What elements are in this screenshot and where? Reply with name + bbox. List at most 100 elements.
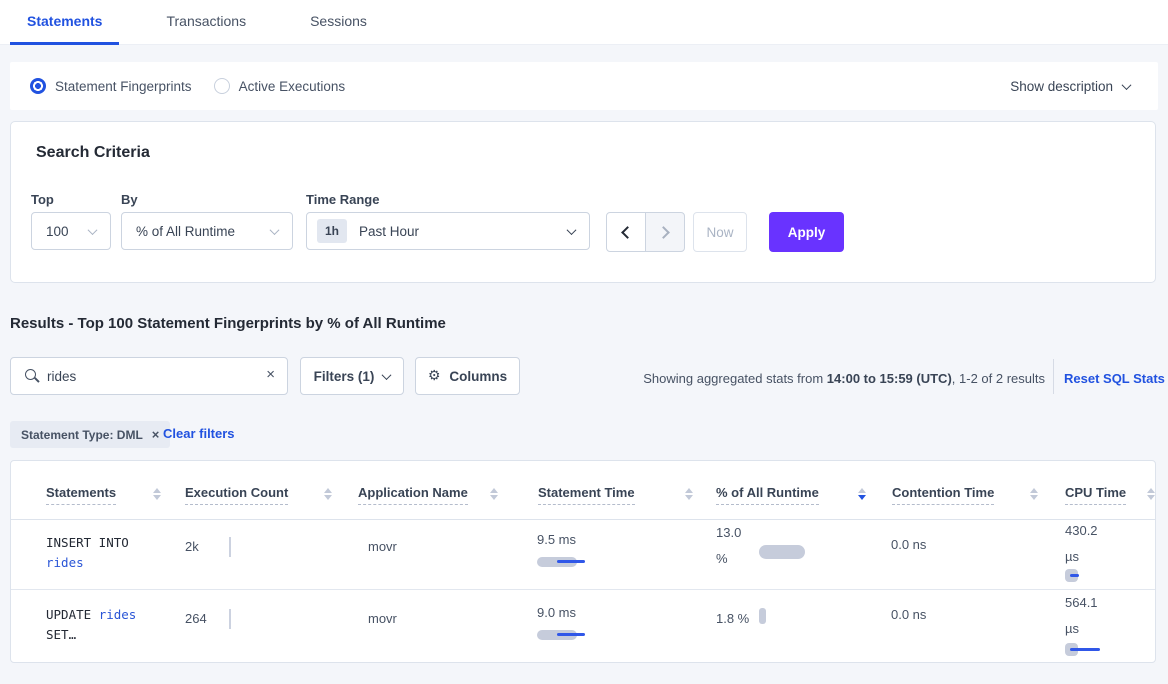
sort-control[interactable] bbox=[324, 488, 332, 500]
filter-chip-label: Statement Type: DML bbox=[21, 427, 143, 442]
cpu-time-unit: µs bbox=[1065, 621, 1079, 636]
apply-button[interactable]: Apply bbox=[769, 212, 844, 252]
clear-search-icon[interactable]: × bbox=[266, 366, 275, 383]
pct-runtime-bar bbox=[759, 545, 805, 559]
chevron-down-icon bbox=[87, 224, 98, 235]
chevron-down-icon bbox=[1121, 79, 1132, 90]
cpu-time-value: 564.1 bbox=[1065, 595, 1098, 610]
statement-time-stddev-bar bbox=[557, 560, 585, 563]
statement-text: INSERT INTO bbox=[46, 535, 129, 550]
results-heading: Results - Top 100 Statement Fingerprints… bbox=[10, 315, 446, 332]
search-criteria-title: Search Criteria bbox=[36, 144, 150, 161]
tab-sessions[interactable]: Sessions bbox=[310, 13, 367, 29]
time-range-next-button[interactable] bbox=[645, 212, 685, 252]
results-summary: Showing aggregated stats from 14:00 to 1… bbox=[630, 371, 1045, 386]
sort-control-active-desc[interactable] bbox=[858, 488, 866, 500]
statement-time-value: 9.0 ms bbox=[537, 605, 577, 620]
top-select-value: 100 bbox=[46, 223, 69, 239]
chevron-down-icon bbox=[381, 369, 392, 380]
radio-label: Active Executions bbox=[238, 78, 346, 94]
top-label: Top bbox=[31, 192, 54, 207]
tab-transactions[interactable]: Transactions bbox=[166, 13, 247, 29]
remove-filter-icon[interactable]: × bbox=[151, 427, 160, 442]
view-radio-group: Statement Fingerprints Active Executions bbox=[30, 62, 345, 110]
top-select[interactable]: 100 bbox=[31, 212, 111, 250]
column-header-contention-time[interactable]: Contention Time bbox=[892, 485, 995, 505]
top-tab-bar: Statements Transactions Sessions bbox=[0, 0, 1168, 45]
pct-runtime-unit: % bbox=[716, 551, 728, 566]
sort-control[interactable] bbox=[1147, 488, 1155, 500]
results-table: Statements Execution Count Application N… bbox=[10, 460, 1156, 663]
contention-time-value: 0.0 ns bbox=[891, 607, 927, 622]
search-criteria-card: Search Criteria Top By Time Range 100 % … bbox=[10, 121, 1156, 283]
statement-search-box: × bbox=[10, 357, 288, 395]
cpu-time-stddev-bar bbox=[1070, 648, 1100, 651]
pct-runtime-bar bbox=[759, 608, 766, 624]
by-label: By bbox=[121, 192, 138, 207]
by-select-value: % of All Runtime bbox=[136, 223, 236, 239]
execution-count-bar bbox=[229, 609, 231, 629]
time-range-select[interactable]: 1h Past Hour bbox=[306, 212, 590, 250]
chevron-down-icon bbox=[269, 224, 280, 235]
statement-fingerprint: INSERT INTO rides bbox=[46, 533, 129, 573]
tab-statements[interactable]: Statements bbox=[10, 0, 120, 45]
filter-chip-statement-type[interactable]: Statement Type: DML × bbox=[10, 421, 171, 448]
execution-count-value: 2k bbox=[185, 539, 199, 554]
column-header-application-name[interactable]: Application Name bbox=[358, 485, 468, 505]
chevron-down-icon bbox=[566, 224, 577, 235]
clear-filters-link[interactable]: Clear filters bbox=[163, 426, 235, 441]
now-button[interactable]: Now bbox=[693, 212, 747, 252]
chevron-left-icon bbox=[621, 225, 634, 239]
sort-control[interactable] bbox=[153, 488, 161, 500]
statement-time-stddev-bar bbox=[557, 633, 585, 636]
vertical-divider bbox=[1053, 359, 1054, 394]
contention-time-value: 0.0 ns bbox=[891, 537, 927, 552]
sort-control[interactable] bbox=[685, 488, 693, 500]
chevron-right-icon bbox=[657, 225, 670, 239]
column-header-pct-of-all-runtime[interactable]: % of All Runtime bbox=[716, 485, 819, 505]
statement-time-value: 9.5 ms bbox=[537, 532, 577, 547]
radio-statement-fingerprints[interactable]: Statement Fingerprints bbox=[30, 78, 192, 94]
time-range-badge: 1h bbox=[317, 219, 348, 243]
time-range-previous-button[interactable] bbox=[606, 212, 646, 252]
reset-sql-stats-link[interactable]: Reset SQL Stats bbox=[1064, 371, 1165, 386]
cpu-time-stddev-bar bbox=[1070, 574, 1079, 577]
columns-button[interactable]: ⚙ Columns bbox=[415, 357, 520, 395]
gear-icon: ⚙ bbox=[427, 368, 441, 384]
sort-control[interactable] bbox=[1030, 488, 1038, 500]
search-icon bbox=[25, 369, 36, 380]
application-name-value: movr bbox=[368, 611, 397, 626]
radio-active-executions[interactable]: Active Executions bbox=[213, 78, 346, 94]
statement-link[interactable]: rides bbox=[46, 555, 84, 570]
show-description-toggle[interactable]: Show description bbox=[1010, 62, 1132, 110]
time-range-value: Past Hour bbox=[359, 223, 420, 239]
cpu-time-unit: µs bbox=[1065, 549, 1079, 564]
by-select[interactable]: % of All Runtime bbox=[121, 212, 293, 250]
column-header-cpu-time[interactable]: CPU Time bbox=[1065, 485, 1127, 505]
row-divider bbox=[11, 589, 1155, 590]
pct-runtime-value: 13.0 bbox=[716, 525, 742, 540]
column-header-statement-time[interactable]: Statement Time bbox=[538, 485, 635, 505]
radio-unselected-icon bbox=[213, 78, 230, 94]
column-header-statements[interactable]: Statements bbox=[46, 485, 117, 505]
columns-button-label: Columns bbox=[449, 368, 508, 384]
show-description-label: Show description bbox=[1010, 78, 1113, 94]
execution-count-value: 264 bbox=[185, 611, 207, 626]
filters-button[interactable]: Filters (1) bbox=[300, 357, 404, 395]
search-input[interactable] bbox=[47, 359, 257, 393]
statement-text: UPDATE bbox=[46, 607, 92, 622]
summary-time-range: 14:00 to 15:59 (UTC) bbox=[826, 371, 952, 386]
pct-runtime-value: 1.8 % bbox=[716, 611, 750, 626]
cpu-time-value: 430.2 bbox=[1065, 523, 1098, 538]
summary-suffix: , 1-2 of 2 results bbox=[951, 371, 1045, 386]
execution-count-bar bbox=[229, 537, 231, 557]
column-header-execution-count[interactable]: Execution Count bbox=[185, 485, 289, 505]
time-range-label: Time Range bbox=[306, 192, 380, 207]
header-divider bbox=[11, 519, 1155, 520]
sort-control[interactable] bbox=[490, 488, 498, 500]
radio-label: Statement Fingerprints bbox=[55, 78, 192, 94]
view-toggle-bar: Statement Fingerprints Active Executions… bbox=[10, 62, 1158, 110]
statement-link[interactable]: rides bbox=[98, 607, 137, 622]
statement-text: SET… bbox=[46, 627, 77, 642]
